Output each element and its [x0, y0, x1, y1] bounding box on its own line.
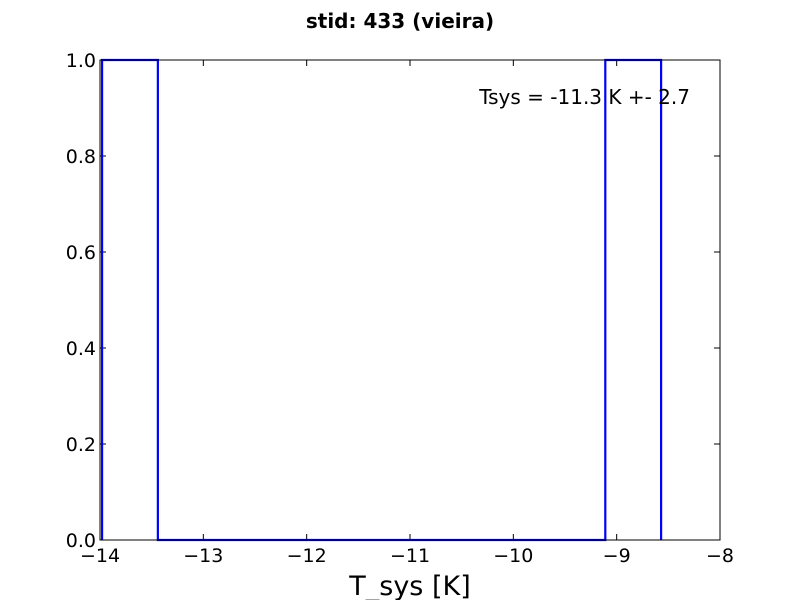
y-tick-label: 1.0: [66, 50, 96, 72]
plot-area: [100, 60, 720, 540]
tsys-annotation: Tsys = -11.3 K +- 2.7: [478, 85, 690, 109]
x-tick-label: −14: [80, 545, 120, 567]
x-tick-label: −8: [706, 545, 734, 567]
x-tick-labels: −14 −13 −12 −11 −10 −9 −8: [80, 545, 734, 567]
x-tick-label: −10: [493, 545, 533, 567]
y-tick-label: 0.2: [66, 434, 96, 456]
x-tick-label: −12: [287, 545, 327, 567]
x-axis-label: T_sys [K]: [348, 571, 470, 600]
x-tick-label: −11: [390, 545, 430, 567]
y-tick-label: 0.6: [66, 242, 96, 264]
x-tick-label: −13: [183, 545, 223, 567]
y-tick-label: 0.0: [66, 530, 96, 552]
y-tick-labels: 0.0 0.2 0.4 0.6 0.8 1.0: [66, 50, 96, 552]
y-tick-label: 0.8: [66, 146, 96, 168]
x-tick-label: −9: [603, 545, 631, 567]
chart-title: stid: 433 (vieira): [306, 9, 494, 33]
plot-frame: [99, 59, 721, 541]
y-tick-label: 0.4: [66, 338, 96, 360]
